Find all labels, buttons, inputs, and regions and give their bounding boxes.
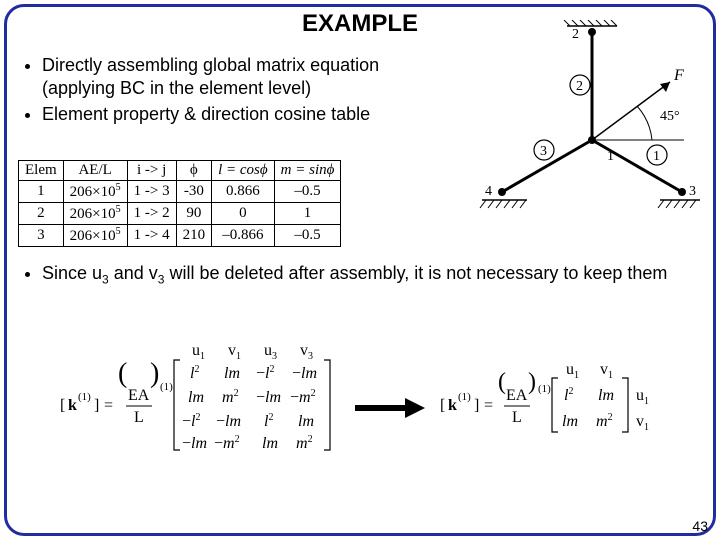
th-ael: AE/L: [63, 161, 127, 181]
cell: 3: [19, 225, 64, 247]
svg-text:v1: v1: [636, 413, 649, 433]
svg-text:]: ]: [94, 397, 99, 414]
cell: 0.866: [212, 181, 275, 203]
svg-text:−lm: −lm: [292, 365, 317, 382]
th-elem: Elem: [19, 161, 64, 181]
page-number: 43: [692, 518, 708, 534]
svg-text:m2: m2: [296, 434, 313, 452]
th-m: m = sinϕ: [274, 161, 341, 181]
th-ij: i -> j: [127, 161, 176, 181]
svg-text:(1): (1): [78, 391, 91, 403]
bullet-item: Since u3 and v3 will be deleted after as…: [42, 262, 696, 288]
svg-text:2: 2: [572, 27, 579, 42]
svg-text:v1: v1: [600, 361, 613, 381]
svg-text:): ): [150, 358, 159, 389]
svg-text:−l2: −l2: [182, 412, 200, 430]
svg-text:4: 4: [485, 184, 492, 199]
svg-text:v3: v3: [300, 342, 313, 362]
matrix-equation: [ k (1) ] = ( EA L ) (1) u1 v1 u3 v3 l2 …: [0, 320, 720, 500]
svg-text:]: ]: [474, 397, 479, 414]
cell: 2: [19, 203, 64, 225]
bullet-item: Element property & direction cosine tabl…: [42, 103, 454, 126]
cell: 206×105: [63, 225, 127, 247]
svg-text:u1: u1: [636, 387, 649, 407]
svg-text:2: 2: [576, 79, 583, 94]
property-table: Elem AE/L i -> j ϕ l = cosϕ m = sinϕ 1 2…: [18, 160, 341, 247]
cell: –0.866: [212, 225, 275, 247]
cell: 1: [274, 203, 341, 225]
truss-diagram: 2 2 4 3 3 1 1 F 45°: [452, 20, 702, 230]
cell: –0.5: [274, 181, 341, 203]
svg-text:u1: u1: [566, 361, 579, 381]
svg-text:lm: lm: [224, 365, 240, 382]
svg-text:(1): (1): [160, 381, 173, 393]
cell: 210: [176, 225, 212, 247]
svg-text:3: 3: [540, 144, 547, 159]
svg-text:(1): (1): [538, 383, 551, 395]
svg-text:l2: l2: [564, 386, 573, 404]
svg-text:=: =: [104, 397, 113, 414]
svg-text:−l2: −l2: [256, 364, 274, 382]
svg-text:k: k: [68, 397, 77, 414]
svg-text:l2: l2: [264, 412, 273, 430]
svg-text:=: =: [484, 397, 493, 414]
table-row: 2 206×105 1 -> 2 90 0 1: [19, 203, 341, 225]
svg-text:lm: lm: [598, 387, 614, 404]
svg-text:lm: lm: [298, 413, 314, 430]
svg-text:m2: m2: [596, 412, 613, 430]
svg-text:k: k: [448, 397, 457, 414]
svg-text:(: (: [118, 358, 127, 389]
cell: -30: [176, 181, 212, 203]
svg-text:lm: lm: [562, 413, 578, 430]
bullet-item: Directly assembling global matrix equati…: [42, 54, 454, 101]
cell: 1 -> 4: [127, 225, 176, 247]
svg-text:l2: l2: [190, 364, 199, 382]
table-row: 1 206×105 1 -> 3 -30 0.866 –0.5: [19, 181, 341, 203]
svg-text:[: [: [60, 397, 65, 414]
svg-text:(1): (1): [458, 391, 471, 403]
table-row: 3 206×105 1 -> 4 210 –0.866 –0.5: [19, 225, 341, 247]
svg-text:L: L: [512, 409, 522, 426]
cell: 206×105: [63, 203, 127, 225]
svg-text:m2: m2: [222, 388, 239, 406]
svg-text:[: [: [440, 397, 445, 414]
cell: 206×105: [63, 181, 127, 203]
svg-text:1: 1: [653, 149, 660, 164]
svg-text:−lm: −lm: [216, 413, 241, 430]
cell: 0: [212, 203, 275, 225]
svg-text:3: 3: [689, 184, 696, 199]
bullet-list-top: Directly assembling global matrix equati…: [24, 54, 454, 128]
svg-text:L: L: [134, 409, 144, 426]
svg-text:−lm: −lm: [182, 435, 207, 452]
cell: 1 -> 3: [127, 181, 176, 203]
cell: 90: [176, 203, 212, 225]
svg-text:EA: EA: [128, 387, 150, 404]
svg-text:(: (: [498, 369, 506, 395]
svg-text:u1: u1: [192, 342, 205, 362]
svg-text:−m2: −m2: [290, 388, 316, 406]
svg-text:lm: lm: [262, 435, 278, 452]
svg-text:1: 1: [607, 149, 614, 164]
cell: 1 -> 2: [127, 203, 176, 225]
svg-text:−m2: −m2: [214, 434, 240, 452]
svg-text:F: F: [673, 67, 684, 84]
svg-text:): ): [528, 369, 536, 395]
svg-text:−lm: −lm: [256, 389, 281, 406]
bullet-list-bottom: Since u3 and v3 will be deleted after as…: [24, 262, 696, 288]
th-phi: ϕ: [176, 161, 212, 181]
svg-text:u3: u3: [264, 342, 277, 362]
svg-text:45°: 45°: [660, 109, 680, 124]
cell: –0.5: [274, 225, 341, 247]
svg-text:lm: lm: [188, 389, 204, 406]
svg-text:v1: v1: [228, 342, 241, 362]
cell: 1: [19, 181, 64, 203]
th-l: l = cosϕ: [212, 161, 275, 181]
svg-text:EA: EA: [506, 387, 528, 404]
